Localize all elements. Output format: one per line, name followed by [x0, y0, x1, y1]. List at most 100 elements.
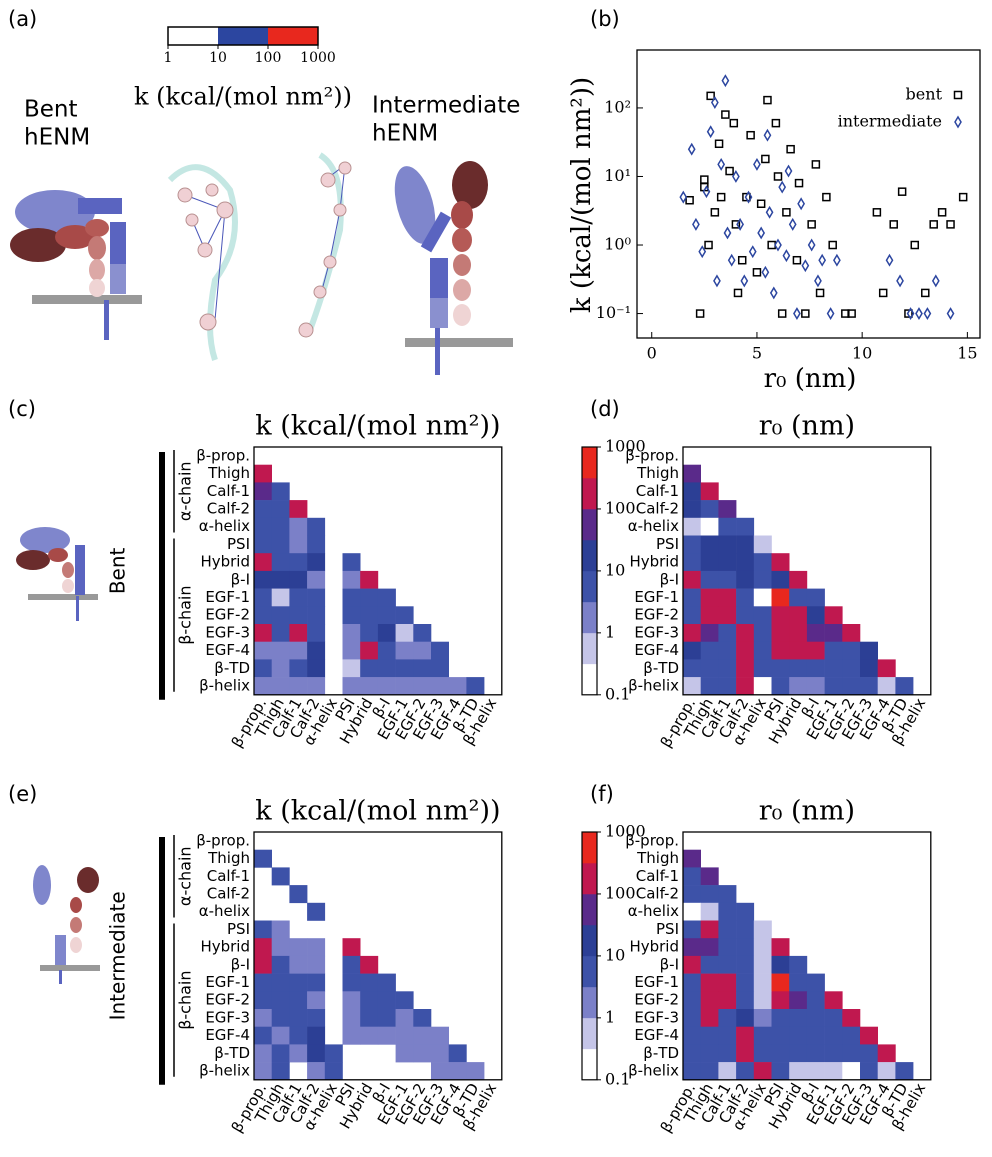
heatmap-cell [877, 1062, 896, 1081]
row-label: EGF-4 [205, 1026, 250, 1044]
heatmap-cell [395, 991, 414, 1010]
panel-label: (f) [590, 782, 614, 806]
row-label: β-prop. [196, 831, 250, 849]
heatmap-cell [307, 902, 326, 921]
heatmap-cell [736, 588, 755, 607]
point [833, 253, 841, 267]
heatmap-cell [395, 1026, 414, 1045]
heatmap-cell [700, 1026, 719, 1045]
heatmap-cell [736, 920, 755, 939]
heatmap-cell [771, 606, 790, 625]
heatmap-cell [789, 606, 808, 625]
point [910, 240, 920, 250]
y-tick-label: 10¹ [604, 166, 631, 185]
heatmap-cell [824, 1009, 843, 1027]
heatmap-cell [718, 659, 737, 678]
heatmap-cell [736, 535, 755, 554]
heatmap-cell [753, 938, 772, 957]
point [757, 226, 766, 240]
heatmap-cell [683, 482, 701, 501]
heatmap-cell [289, 641, 308, 660]
heatmap-cell [860, 1044, 878, 1063]
row-label: Thigh [207, 849, 250, 867]
heatmap-cell [342, 588, 361, 607]
heatmap-cell [771, 973, 790, 992]
colorbar-title: k (kcal/(mol nm²)) [134, 83, 352, 111]
heatmap-cell [771, 955, 790, 974]
row-group-label: Bent [106, 547, 130, 594]
heatmap-cell [718, 641, 737, 660]
heatmap-cell [342, 938, 361, 957]
heatmap-cell [289, 885, 308, 904]
heatmap-cell [718, 606, 737, 625]
point [752, 268, 762, 277]
point [929, 220, 938, 229]
point [778, 180, 787, 194]
point [792, 255, 802, 265]
heatmap-cell [877, 659, 896, 678]
heatmap-cell [342, 955, 361, 974]
heatmap-cell [683, 677, 701, 696]
heatmap-cell [254, 973, 272, 992]
heatmap-cell [307, 570, 326, 589]
heatmap-frame [682, 831, 932, 1081]
colorbar-bin [582, 1017, 597, 1050]
heatmap-cell [718, 1009, 737, 1027]
row-label: Thigh [636, 464, 679, 482]
heatmap-cell [271, 588, 290, 607]
point [748, 245, 757, 259]
heatmap-cell [254, 920, 272, 939]
heatmap-cell [360, 570, 379, 589]
heatmap-cell [771, 991, 790, 1010]
row-label: Calf-1 [207, 867, 250, 885]
heatmap-cell [718, 991, 737, 1010]
point [946, 220, 955, 229]
heatmap-cell [736, 1009, 755, 1027]
point [885, 253, 894, 267]
row-label: β-prop. [625, 831, 679, 849]
heatmap-cell [289, 1009, 308, 1027]
heatmap-cell [271, 535, 290, 554]
row-label: α-helix [199, 517, 250, 535]
heatmap-cell [289, 677, 308, 696]
heatmap-cell [877, 1044, 896, 1063]
heatmap-cell [824, 641, 843, 660]
colorbar-segment [268, 27, 318, 45]
group-label: β-chain [176, 970, 195, 1029]
point [797, 197, 806, 211]
heatmap-cell [824, 1044, 843, 1063]
point [931, 274, 940, 288]
heatmap-cell [700, 659, 719, 678]
heatmap-cell [789, 1009, 808, 1027]
heatmap-cell [718, 570, 737, 589]
heatmap-cell [736, 955, 755, 974]
heatmap-cell [753, 1062, 772, 1081]
heatmap-cell [307, 973, 326, 992]
heatmap-cell [342, 1009, 361, 1027]
heatmap-cell [307, 1026, 326, 1045]
heatmap-cell [377, 606, 396, 625]
legend-marker [954, 115, 962, 129]
intermediate-icon [33, 865, 100, 984]
row-label: β-I [660, 955, 679, 973]
heatmap-cell [360, 659, 379, 678]
point [774, 238, 782, 252]
heatmap-cell [718, 1044, 737, 1063]
point [729, 118, 739, 128]
heatmap-cell [413, 1026, 432, 1045]
x-axis-label: r₀ (nm) [764, 364, 857, 394]
colorbar-tick-label: 100 [255, 50, 282, 66]
heatmap-cell [360, 624, 379, 642]
heatmap-cell [289, 624, 308, 642]
heatmap-cell [877, 677, 896, 696]
heatmap-cell [806, 973, 825, 992]
row-label: EGF-3 [634, 1008, 679, 1026]
heatmap-cell [307, 1044, 326, 1063]
heatmap-cell [271, 973, 290, 992]
heatmap-cell [789, 1026, 808, 1045]
heatmap-cell [271, 1062, 290, 1081]
row-label: EGF-4 [205, 641, 250, 659]
heatmap-cell [771, 1009, 790, 1027]
point [878, 288, 888, 298]
